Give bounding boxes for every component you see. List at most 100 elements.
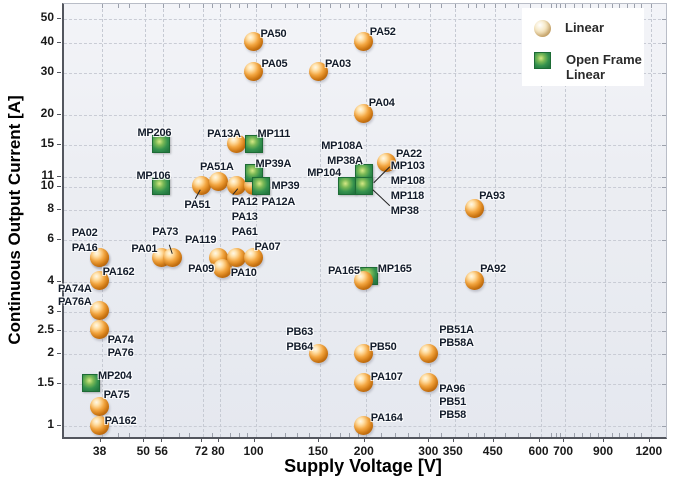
point-label-PA73: PA73: [152, 226, 178, 239]
y-tick-label-30: 30: [40, 63, 54, 78]
gridline-x-72: [203, 4, 205, 437]
legend-label-open-frame-linear: Open Frame Linear: [566, 52, 642, 82]
y-tick-label-1: 1: [47, 417, 54, 432]
top-tick-x-38: [101, 4, 103, 8]
point-label-PA13A: PA13A: [207, 128, 241, 141]
point-label-PA52: PA52: [370, 26, 396, 39]
x-minor-tick-940: [611, 433, 613, 437]
x-tick-50: [143, 438, 145, 442]
gridline-x-38: [101, 4, 103, 437]
point-label-line: PA92: [480, 262, 506, 275]
x-tick-450: [492, 438, 494, 442]
x-tick-700: [563, 438, 565, 442]
point-label-line: PA51: [184, 198, 211, 211]
x-minor-tick-top-95: [247, 4, 249, 8]
x-minor-tick-180: [349, 433, 351, 437]
point-label-PA16: PA16: [72, 242, 98, 255]
x-minor-tick-top-76: [211, 4, 213, 8]
gridline-x-600: [540, 4, 542, 437]
y-tick-10: [57, 185, 61, 187]
x-axis-title: Supply Voltage [V]: [284, 456, 442, 476]
point-label-line: PA75: [103, 389, 130, 402]
gridline-x-350: [454, 4, 456, 437]
point-label-line: PA07: [254, 240, 281, 253]
x-minor-tick-260: [407, 433, 409, 437]
x-minor-tick-660: [555, 433, 557, 437]
point-label-line: MP38: [390, 204, 419, 217]
point-label-MP165: MP165: [378, 263, 412, 276]
point-label-PA10: PA10: [231, 267, 257, 280]
x-minor-tick-42: [117, 433, 119, 437]
x-minor-tick-top-820: [590, 4, 592, 8]
legend-item-open-frame-linear: Open Frame Linear: [534, 52, 644, 82]
point-label-PB63: PB63 PB64: [286, 325, 313, 355]
x-minor-tick-140: [309, 433, 311, 437]
x-minor-tick-380: [467, 433, 469, 437]
x-minor-tick-120: [284, 433, 286, 437]
point-label-PA92: PA92: [480, 263, 506, 276]
point-label-line: MP39: [271, 179, 300, 192]
y-tick-30: [57, 71, 61, 73]
point-label-line: MP39A: [255, 157, 292, 170]
data-point-MP106: [152, 176, 171, 195]
point-label-PA51A: PA51A: [200, 161, 234, 174]
point-label-line: PA22: [396, 147, 422, 160]
y-tick-label-4: 4: [47, 272, 54, 287]
top-tick-x-450: [494, 4, 496, 8]
point-label-PA04: PA04: [369, 97, 395, 110]
y-tick-40: [57, 41, 61, 43]
y-tick-label-50: 50: [40, 10, 54, 25]
gridline-y-8: [64, 209, 666, 211]
x-minor-tick-top-180: [349, 4, 351, 8]
point-label-line: PA96: [439, 382, 466, 395]
gridline-y-30: [64, 72, 666, 74]
point-label-PA51: PA51: [184, 199, 210, 212]
point-label-line: PA107: [370, 370, 403, 383]
y-tick-label-6: 6: [47, 230, 54, 245]
right-tick-y-30: [662, 72, 666, 74]
x-minor-tick-top-400: [476, 4, 478, 8]
gridline-x-150: [320, 4, 322, 437]
right-tick-y-20: [662, 114, 666, 116]
x-tick-label-450: 450: [482, 444, 503, 458]
y-tick-label-2.5: 2.5: [37, 321, 54, 336]
x-minor-tick-1080: [634, 433, 636, 437]
point-label-PA107: PA107: [371, 371, 403, 384]
point-label-MP106: MP106: [136, 170, 170, 183]
point-label-line: PA162: [104, 415, 137, 428]
x-minor-tick-top-140: [309, 4, 311, 8]
y-tick-1: [57, 425, 61, 427]
point-label-line: MP108: [390, 174, 425, 187]
point-label-PA165: PA165: [328, 265, 360, 278]
x-minor-tick-170: [339, 433, 341, 437]
point-label-PA01: PA01: [131, 243, 157, 256]
x-tick-label-900: 900: [593, 444, 614, 458]
point-label-PA162: PA162: [105, 415, 137, 428]
x-minor-tick-640: [550, 433, 552, 437]
x-minor-tick-top-740: [573, 4, 575, 8]
point-label-line: PA51A: [200, 160, 234, 173]
x-minor-tick-top-85: [229, 4, 231, 8]
point-label-PA50: PA50: [261, 28, 287, 41]
x-minor-tick-top-480: [505, 4, 507, 8]
gridline-x-80: [220, 4, 222, 437]
point-label-MP104: MP104: [307, 167, 341, 180]
right-tick-y-2.5: [662, 330, 666, 332]
data-point-PA50: [244, 32, 264, 52]
y-tick-1.5: [57, 382, 61, 384]
x-minor-tick-560: [529, 433, 531, 437]
x-tick-1200: [648, 438, 650, 442]
data-point-PA16: [90, 248, 110, 268]
x-minor-tick-130: [297, 433, 299, 437]
right-tick-y-10: [662, 186, 666, 188]
point-label-line: PA05: [261, 57, 288, 70]
right-tick-y-2: [662, 354, 666, 355]
x-tick-label-50: 50: [136, 444, 150, 458]
y-tick-3: [57, 310, 61, 312]
x-minor-tick-top-90: [238, 4, 240, 8]
point-label-MP108A: MP108A MP38A: [321, 139, 363, 169]
x-tick-label-72: 72: [194, 444, 208, 458]
point-label-line: PB63: [286, 326, 314, 338]
data-point-MP103: [354, 176, 373, 195]
x-minor-tick-320: [440, 433, 442, 437]
